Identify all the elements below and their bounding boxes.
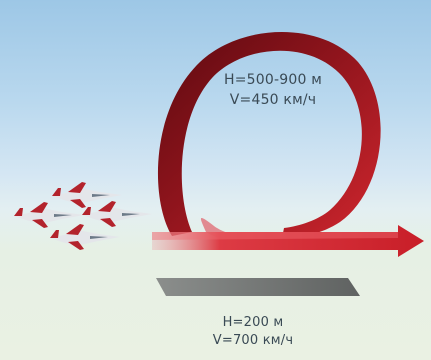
jet-icon bbox=[14, 202, 84, 228]
loop-height-label: H=500-900 м bbox=[224, 72, 322, 88]
low-pass-height-label: H=200 м bbox=[222, 315, 284, 330]
low-pass-shadow bbox=[156, 278, 360, 296]
loop-ring-outer bbox=[157, 31, 381, 238]
low-pass-parameters: H=200 м V=700 км/ч bbox=[178, 314, 328, 350]
loop-speed-label: V=450 км/ч bbox=[229, 92, 317, 108]
jet-icon bbox=[82, 201, 152, 227]
low-pass-speed-label: V=700 км/ч bbox=[212, 333, 294, 348]
arrow-icon bbox=[152, 225, 424, 257]
loop-parameters: H=500-900 м V=450 км/ч bbox=[198, 70, 348, 110]
jet-formation bbox=[14, 182, 152, 250]
jet-icon bbox=[50, 224, 120, 250]
jet-icon bbox=[52, 182, 122, 208]
